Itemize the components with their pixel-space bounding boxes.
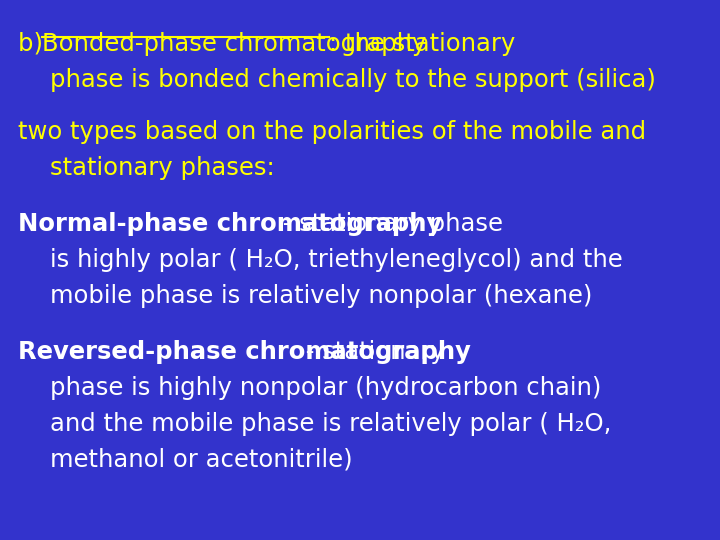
Text: Bonded-phase chromatography: Bonded-phase chromatography [42,32,426,56]
Text: Reversed-phase chromatography: Reversed-phase chromatography [18,340,471,364]
Text: phase is bonded chemically to the support (silica): phase is bonded chemically to the suppor… [50,68,656,92]
Text: two types based on the polarities of the mobile and: two types based on the polarities of the… [18,120,646,144]
Text: and the mobile phase is relatively polar ( H₂O,: and the mobile phase is relatively polar… [50,412,611,436]
Text: : the stationary: : the stationary [329,32,516,56]
Text: phase is highly nonpolar (hydrocarbon chain): phase is highly nonpolar (hydrocarbon ch… [50,376,601,400]
Text: is highly polar ( H₂O, triethyleneglycol) and the: is highly polar ( H₂O, triethyleneglycol… [50,248,623,272]
Text: methanol or acetonitrile): methanol or acetonitrile) [50,448,353,472]
Text: Normal-phase chromatography: Normal-phase chromatography [18,212,442,236]
Text: b): b) [18,32,50,56]
Text: - stationary: - stationary [298,340,445,364]
Text: mobile phase is relatively nonpolar (hexane): mobile phase is relatively nonpolar (hex… [50,284,593,308]
Text: stationary phases:: stationary phases: [50,156,275,180]
Text: - stationary phase: - stationary phase [275,212,503,236]
